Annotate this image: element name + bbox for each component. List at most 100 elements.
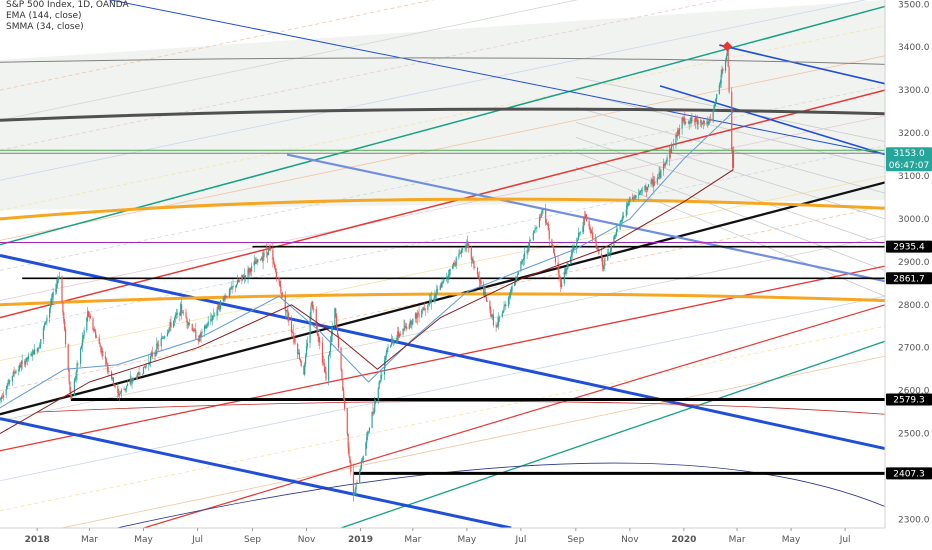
candle	[36, 347, 38, 355]
candle	[528, 242, 530, 253]
candle	[675, 132, 677, 149]
candle	[56, 278, 58, 295]
candle	[458, 249, 460, 261]
red-thin-arc[interactable]	[37, 400, 886, 415]
candle	[390, 344, 392, 348]
fan-line	[575, 167, 886, 297]
candle	[490, 306, 492, 318]
y-tick-label: 3200.0	[898, 129, 930, 139]
thin-dark-arc[interactable]	[0, 57, 886, 65]
candle	[708, 119, 710, 126]
blue-flag-upper[interactable]	[719, 44, 886, 85]
legend-smma[interactable]: SMMA (34, close)	[6, 22, 84, 32]
candle	[359, 465, 362, 473]
candle	[477, 271, 479, 278]
upper-green-trendline[interactable]	[0, 5, 886, 246]
orange-arc-upper[interactable]	[0, 197, 886, 221]
candle	[58, 271, 60, 279]
candle	[285, 309, 287, 319]
candle	[452, 264, 454, 270]
candle	[230, 281, 232, 290]
candle	[629, 196, 631, 206]
candle	[312, 300, 314, 311]
candle	[310, 303, 312, 323]
candle	[410, 319, 412, 329]
black-trendline[interactable]	[0, 181, 886, 416]
blue-channel-lower[interactable]	[0, 417, 512, 530]
red-trendline-3[interactable]	[143, 304, 886, 529]
time-axis[interactable]: 2018 Mar May Jul Sep Nov 2019 Mar May Jul Sep Nov 20…	[25, 528, 851, 545]
candle	[398, 326, 400, 341]
candle	[464, 243, 466, 253]
candle	[418, 306, 420, 323]
orange-arc-lower[interactable]	[0, 292, 886, 307]
candle	[12, 369, 14, 377]
price-badges: 2935.4 2861.7 2579.3 2407.3 3153.0 06:47:07	[886, 147, 932, 480]
candle	[640, 188, 642, 196]
candle	[406, 323, 408, 332]
candle	[169, 318, 171, 332]
candle	[533, 230, 535, 234]
candle	[483, 280, 485, 297]
candle	[538, 214, 541, 228]
blue-flag-lower[interactable]	[659, 85, 886, 156]
candle	[31, 352, 33, 357]
candle	[622, 212, 624, 224]
smma-line[interactable]	[0, 169, 734, 435]
candle	[455, 255, 457, 269]
candle	[213, 312, 215, 317]
candle	[290, 315, 293, 338]
candle	[323, 358, 325, 373]
time-axis-background	[0, 528, 885, 550]
candle	[113, 383, 115, 388]
candle	[253, 254, 255, 273]
red-trendline-1[interactable]	[0, 89, 886, 319]
candle	[541, 209, 543, 217]
candle	[492, 309, 495, 328]
candle	[286, 308, 288, 313]
candle	[585, 214, 588, 222]
candle	[576, 237, 579, 244]
candle	[645, 183, 647, 193]
candle	[504, 304, 506, 307]
candle	[579, 231, 581, 236]
candle	[565, 267, 567, 277]
candle	[305, 353, 307, 367]
candle	[45, 320, 47, 325]
candle	[68, 367, 70, 385]
legend-ema[interactable]: EMA (144, close)	[6, 11, 82, 21]
y-tick-label: 2500.0	[898, 430, 930, 440]
candle	[86, 316, 88, 333]
candle	[32, 348, 34, 361]
candle	[689, 117, 691, 125]
candle	[243, 274, 245, 278]
candle	[305, 339, 308, 358]
dark-arc[interactable]	[0, 107, 886, 122]
blue-channel-upper[interactable]	[0, 253, 886, 451]
candle	[24, 358, 26, 367]
candle	[336, 325, 339, 338]
candle	[380, 371, 382, 383]
candle	[471, 256, 473, 264]
candle	[367, 431, 370, 435]
last-price-badge: 3153.0	[893, 149, 925, 159]
candle	[207, 316, 209, 327]
fan-line	[575, 121, 886, 220]
ema-line[interactable]	[0, 111, 734, 409]
candle	[133, 377, 135, 381]
candle	[489, 300, 491, 313]
blue-thin-ray[interactable]	[89, 0, 886, 156]
candle	[547, 221, 549, 231]
candle	[299, 358, 301, 363]
y-tick-label: 3000.0	[898, 215, 930, 225]
legend-symbol[interactable]: S&P 500 Index, 1D, OANDA	[6, 0, 129, 10]
candle	[279, 280, 281, 288]
horizontal-levels	[22, 245, 885, 475]
navy-thin-arc[interactable]	[116, 462, 886, 529]
candle	[360, 458, 363, 471]
candle	[325, 366, 327, 381]
lower-green-trendline[interactable]	[340, 340, 886, 529]
candle	[716, 93, 718, 103]
